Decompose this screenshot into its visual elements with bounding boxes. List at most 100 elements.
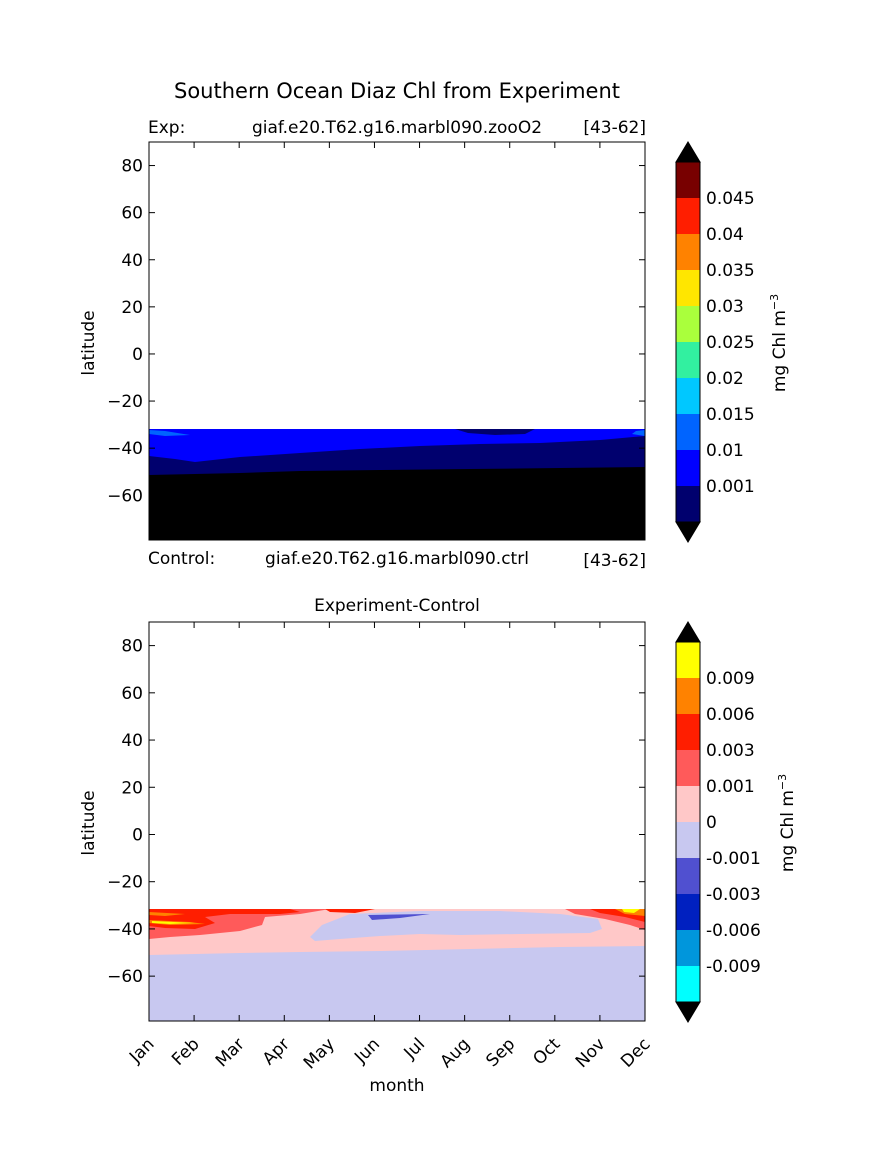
ctrl-range: [43-62] bbox=[583, 551, 646, 571]
top-colorbar-swatch bbox=[676, 198, 700, 234]
top-colorbar-swatch bbox=[676, 342, 700, 378]
bottom-colorbar-frame bbox=[675, 641, 701, 1003]
bottom-colorbar: -0.009 -0.006 -0.003 -0.001 0 0.001 0.003 0.006… bbox=[675, 621, 761, 1023]
top-ylabel: latitude bbox=[79, 310, 99, 375]
bottom-xtick-label: Jun bbox=[350, 1034, 384, 1068]
bot-region-yellow-left bbox=[152, 921, 195, 924]
bottom-xtick-label: Jan bbox=[125, 1034, 158, 1067]
bottom-colorbar-tick-label: 0.006 bbox=[706, 705, 755, 725]
top-ytick-label: 20 bbox=[121, 298, 143, 318]
top-region-blue bbox=[149, 429, 645, 462]
top-colorbar-swatch bbox=[676, 270, 700, 306]
bottom-colorbar-label-text: mg Chl m bbox=[778, 790, 798, 872]
top-ytick-label: −20 bbox=[107, 392, 143, 412]
bottom-colorbar-swatch bbox=[676, 966, 700, 1002]
bottom-colorbar-swatch bbox=[676, 930, 700, 966]
top-colorbar-tick-label: 0.04 bbox=[706, 225, 744, 245]
bottom-colorbar-tick-label: -0.003 bbox=[706, 885, 761, 905]
top-colorbar-tick-label: 0.03 bbox=[706, 297, 744, 317]
bottom-xtick-label: Mar bbox=[212, 1034, 249, 1071]
bottom-xlabel: month bbox=[369, 1076, 424, 1096]
bottom-ytick-label: 60 bbox=[121, 684, 143, 704]
top-axes-frame bbox=[148, 141, 646, 541]
top-colorbar-swatch bbox=[676, 450, 700, 486]
bottom-axes-frame bbox=[148, 621, 646, 1022]
top-colorbar-under bbox=[675, 521, 701, 543]
top-colorbar: 0.001 0.01 0.015 0.02 0.025 0.03 0.035 0.04 0.04… bbox=[675, 141, 755, 543]
top-ytick-label: 80 bbox=[121, 157, 143, 177]
top-colorbar-tick-label: 0.035 bbox=[706, 261, 755, 281]
bottom-colorbar-swatch bbox=[676, 786, 700, 822]
bottom-ytick-label: −20 bbox=[107, 873, 143, 893]
bottom-colorbar-swatch bbox=[676, 678, 700, 714]
bottom-panel: Experiment-Control 80 60 40 20 0 −20 −40 −60 Ja… bbox=[79, 596, 798, 1096]
bottom-xtick-label: Feb bbox=[168, 1034, 203, 1069]
bottom-colorbar-tick-label: 0.001 bbox=[706, 777, 755, 797]
top-colorbar-label-sup: −3 bbox=[768, 294, 781, 310]
bottom-colorbar-swatch bbox=[676, 822, 700, 858]
ctrl-label: Control: bbox=[148, 549, 215, 569]
bottom-ylabel: latitude bbox=[79, 790, 99, 855]
exp-label: Exp: bbox=[148, 118, 185, 138]
bottom-colorbar-tick-label: -0.009 bbox=[706, 957, 761, 977]
top-colorbar-tick-label: 0.015 bbox=[706, 405, 755, 425]
top-contours bbox=[149, 429, 645, 540]
bottom-xtick-label: Nov bbox=[572, 1034, 610, 1072]
bottom-ytick-label: 20 bbox=[121, 778, 143, 798]
bottom-colorbar-swatch bbox=[676, 894, 700, 930]
top-y-ticks: 80 60 40 20 0 −20 −40 −60 bbox=[107, 157, 645, 506]
top-colorbar-swatch bbox=[676, 306, 700, 342]
bottom-title: Experiment-Control bbox=[314, 596, 480, 616]
bottom-ytick-label: −60 bbox=[107, 967, 143, 987]
top-colorbar-label: mg Chl m−3 bbox=[768, 294, 790, 392]
top-ytick-label: 0 bbox=[132, 345, 143, 365]
bottom-xtick-label: May bbox=[300, 1034, 339, 1073]
bottom-colorbar-label-sup: −3 bbox=[776, 774, 789, 790]
top-colorbar-tick-label: 0.045 bbox=[706, 189, 755, 209]
top-colorbar-tick-label: 0.001 bbox=[706, 477, 755, 497]
bottom-colorbar-swatch bbox=[676, 858, 700, 894]
bottom-colorbar-swatch bbox=[676, 750, 700, 786]
exp-case: giaf.e20.T62.g16.marbl090.zooO2 bbox=[252, 118, 542, 138]
bottom-colorbar-label: mg Chl m−3 bbox=[776, 774, 798, 872]
top-colorbar-swatch bbox=[676, 234, 700, 270]
bottom-colorbar-tick-label: -0.006 bbox=[706, 921, 761, 941]
top-panel: Exp: giaf.e20.T62.g16.marbl090.zooO2 [43… bbox=[79, 118, 790, 571]
bottom-xtick-label: Aug bbox=[437, 1034, 475, 1072]
top-colorbar-frame bbox=[675, 161, 701, 523]
bottom-xtick-label: Jul bbox=[400, 1034, 429, 1063]
bottom-colorbar-swatch bbox=[676, 642, 700, 678]
top-ytick-label: −40 bbox=[107, 439, 143, 459]
top-colorbar-swatch bbox=[676, 378, 700, 414]
bottom-colorbar-tick-label: -0.001 bbox=[706, 849, 761, 869]
top-ytick-label: 40 bbox=[121, 251, 143, 271]
bottom-contours bbox=[149, 909, 645, 1021]
bot-region-yellow-right bbox=[622, 909, 640, 913]
bottom-xtick-label: Dec bbox=[617, 1034, 654, 1071]
bottom-colorbar-over bbox=[675, 621, 701, 643]
bottom-colorbar-tick-label: 0.003 bbox=[706, 741, 755, 761]
top-colorbar-swatch bbox=[676, 162, 700, 198]
top-ytick-label: 60 bbox=[121, 204, 143, 224]
bottom-colorbar-tick-label: 0.009 bbox=[706, 669, 755, 689]
bottom-y-ticks: 80 60 40 20 0 −20 −40 −60 bbox=[107, 637, 645, 987]
bottom-ytick-label: 0 bbox=[132, 825, 143, 845]
top-region-black bbox=[149, 465, 645, 540]
top-colorbar-tick-label: 0.02 bbox=[706, 369, 744, 389]
ctrl-case: giaf.e20.T62.g16.marbl090.ctrl bbox=[265, 549, 529, 569]
bottom-xtick-label: Sep bbox=[482, 1034, 519, 1071]
bottom-colorbar-under bbox=[675, 1001, 701, 1023]
top-colorbar-swatch bbox=[676, 486, 700, 522]
top-region-light-right bbox=[632, 430, 645, 436]
bot-region-deep-mid bbox=[325, 909, 375, 913]
bottom-colorbar-swatch bbox=[676, 714, 700, 750]
exp-range: [43-62] bbox=[583, 118, 646, 138]
top-region-dark-patch bbox=[455, 429, 535, 435]
bottom-ytick-label: 80 bbox=[121, 637, 143, 657]
top-region-light-left bbox=[149, 430, 190, 436]
bot-region-purple bbox=[368, 914, 430, 920]
figure-title: Southern Ocean Diaz Chl from Experiment bbox=[174, 79, 620, 103]
top-colorbar-over bbox=[675, 141, 701, 163]
top-colorbar-swatch bbox=[676, 414, 700, 450]
